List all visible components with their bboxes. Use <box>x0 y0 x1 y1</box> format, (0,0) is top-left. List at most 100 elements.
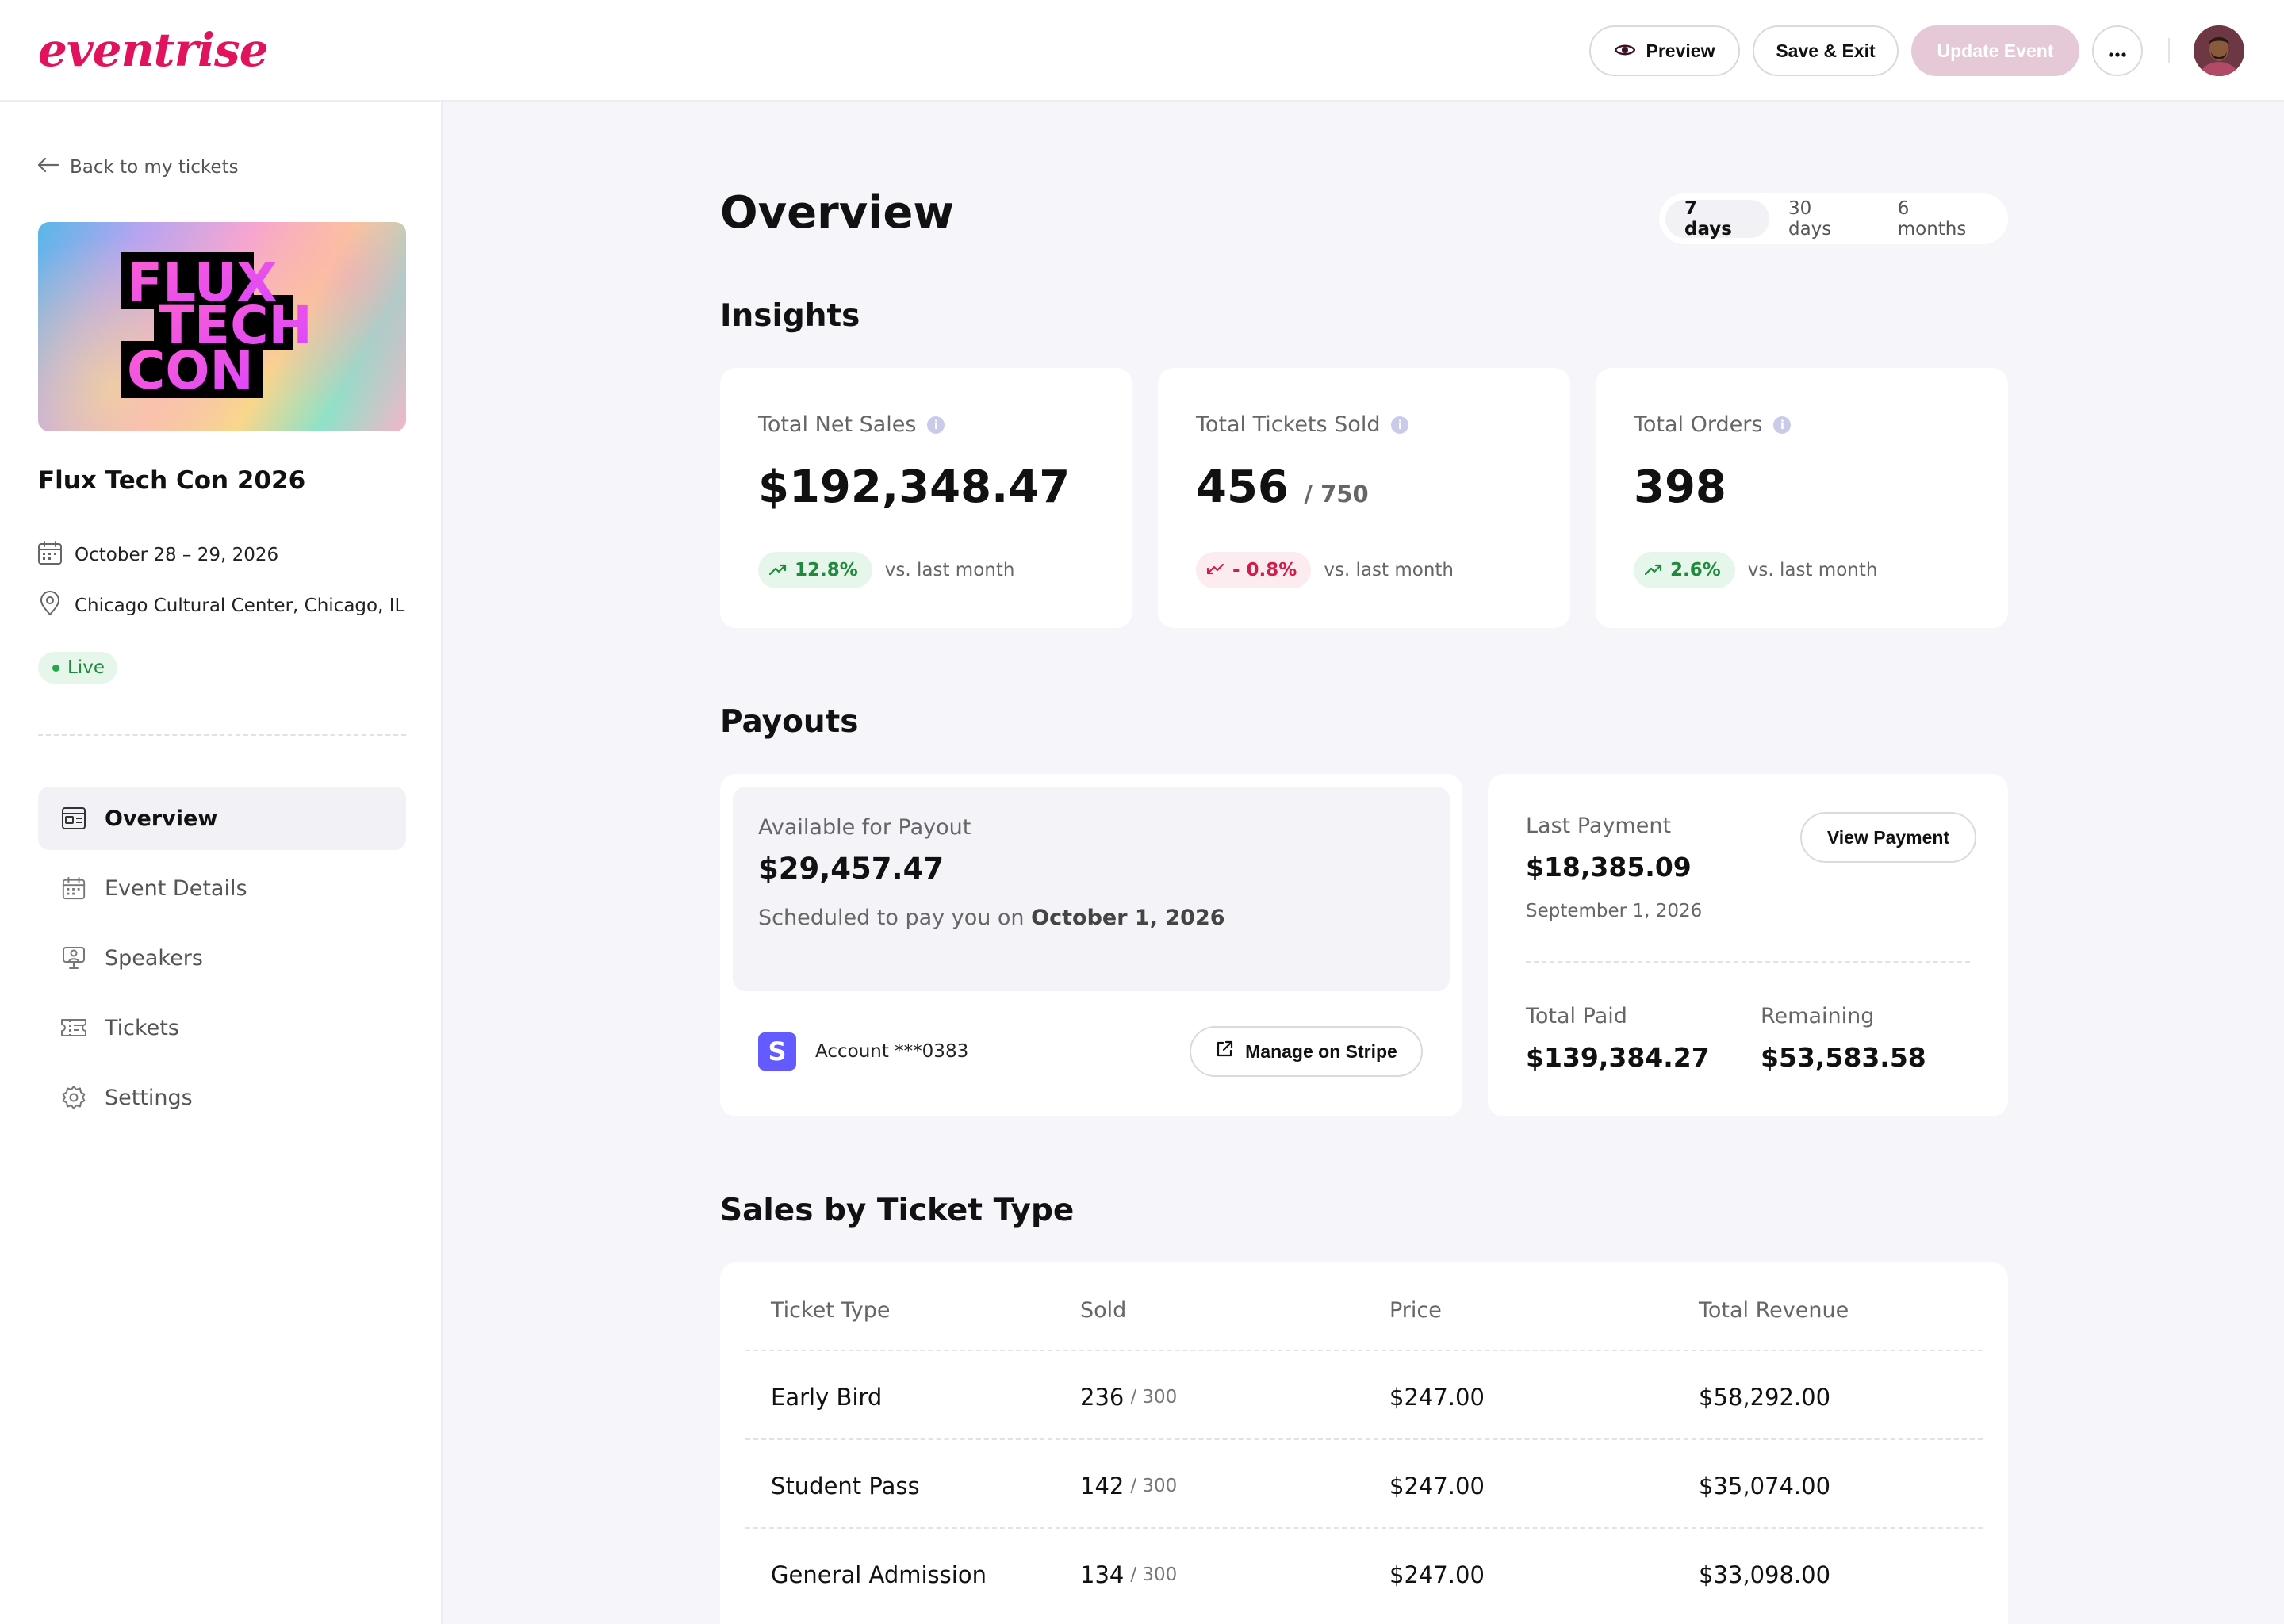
range-tab-30-days[interactable]: 30 days <box>1788 198 1832 239</box>
kpi-value-row: 456 / 750 <box>1196 462 1369 513</box>
kpi-label-row: Total Tickets Sold i <box>1196 412 1409 437</box>
event-title: Flux Tech Con 2026 <box>38 466 306 495</box>
cell-revenue: $58,292.00 <box>1699 1384 1831 1411</box>
stripe-account: Account ***0383 <box>815 1041 969 1062</box>
sold-count: 134 <box>1080 1561 1125 1588</box>
row-divider <box>745 1350 1983 1351</box>
payout-summary-card: Last Payment $18,385.09 September 1, 202… <box>1488 774 2008 1116</box>
eye-icon <box>1614 40 1635 62</box>
back-to-tickets-link[interactable]: Back to my tickets <box>36 157 239 178</box>
overview-icon <box>60 805 87 832</box>
trend-badge: 12.8% <box>758 552 872 588</box>
external-link-icon <box>1215 1040 1234 1063</box>
cell-ticket-type: Early Bird <box>771 1384 883 1411</box>
table-row[interactable]: General Admission 134/ 300 $247.00 $33,0… <box>745 1530 1983 1619</box>
trend-value: 2.6% <box>1670 560 1721 580</box>
live-dot-icon <box>52 664 59 672</box>
kpi-label-row: Total Orders i <box>1634 412 1792 437</box>
save-exit-button[interactable]: Save & Exit <box>1753 25 1899 76</box>
date-range-tabs: 7 days 30 days 6 months <box>1659 193 2008 244</box>
info-icon[interactable]: i <box>927 416 945 434</box>
cell-price: $247.00 <box>1389 1473 1485 1500</box>
arrow-left-icon <box>36 157 59 178</box>
column-header-ticket-type[interactable]: Ticket Type <box>771 1297 891 1323</box>
cover-line-2: TECH <box>159 295 312 356</box>
nav-item-overview[interactable]: Overview <box>38 787 406 850</box>
cover-line-1: FLUX <box>127 252 277 313</box>
speaker-icon <box>60 944 87 971</box>
info-icon[interactable]: i <box>1773 416 1792 434</box>
kpi-value: 456 <box>1196 462 1289 513</box>
column-header-price[interactable]: Price <box>1389 1297 1442 1323</box>
location-pin-icon <box>36 590 63 622</box>
cell-ticket-type: General Admission <box>771 1561 987 1588</box>
view-payment-button[interactable]: View Payment <box>1800 812 1976 863</box>
trend-badge: 2.6% <box>1634 552 1735 588</box>
user-avatar[interactable] <box>2194 25 2244 76</box>
sales-title: Sales by Ticket Type <box>720 1193 1075 1228</box>
payouts-title: Payouts <box>720 704 859 740</box>
event-date: October 28 – 29, 2026 <box>75 545 279 565</box>
cell-sold: 236/ 300 <box>1080 1353 1177 1442</box>
last-payment-amount: $18,385.09 <box>1526 852 1692 883</box>
kpi-capacity: / 750 <box>1304 481 1369 508</box>
preview-label: Preview <box>1646 40 1715 61</box>
nav-item-settings[interactable]: Settings <box>38 1066 406 1129</box>
preview-button[interactable]: Preview <box>1589 25 1740 76</box>
scheduled-date: October 1, 2026 <box>1031 906 1225 930</box>
kpi-value: 398 <box>1634 462 1726 513</box>
trend-badge: - 0.8% <box>1196 552 1312 588</box>
ellipsis-icon <box>2109 40 2126 62</box>
trend-note: vs. last month <box>1324 560 1454 580</box>
calendar-icon <box>60 875 87 902</box>
nav-item-event-details[interactable]: Event Details <box>38 856 406 920</box>
nav-label-event-details: Event Details <box>105 875 247 901</box>
payout-available-card: Available for Payout $29,457.47 Schedule… <box>720 774 1462 1116</box>
last-payment-date: September 1, 2026 <box>1526 901 1703 921</box>
more-options-button[interactable] <box>2092 25 2143 76</box>
cell-sold: 142/ 300 <box>1080 1442 1177 1530</box>
nav-label-settings: Settings <box>105 1085 193 1110</box>
nav-label-speakers: Speakers <box>105 945 203 971</box>
available-label: Available for Payout <box>758 815 971 840</box>
back-link-label: Back to my tickets <box>70 157 239 178</box>
total-paid-label: Total Paid <box>1526 1004 1627 1028</box>
range-tab-6-months[interactable]: 6 months <box>1897 198 1967 239</box>
scheduled-note: Scheduled to pay you on October 1, 2026 <box>758 906 1225 930</box>
trend-value: - 0.8% <box>1232 560 1297 580</box>
last-payment-label: Last Payment <box>1526 814 1672 838</box>
cell-price: $247.00 <box>1389 1561 1485 1588</box>
kpi-label-row: Total Net Sales i <box>758 412 945 437</box>
event-location: Chicago Cultural Center, Chicago, IL <box>75 596 405 616</box>
calendar-icon <box>36 539 63 571</box>
cell-ticket-type: Student Pass <box>771 1473 920 1500</box>
total-paid-amount: $139,384.27 <box>1526 1042 1710 1073</box>
top-bar: eventrise Preview Save & Exit Update Eve… <box>0 0 2284 102</box>
manage-on-stripe-button[interactable]: Manage on Stripe <box>1190 1026 1423 1077</box>
sold-capacity: / 300 <box>1130 1565 1178 1585</box>
update-event-button[interactable]: Update Event <box>1911 25 2079 76</box>
nav-item-speakers[interactable]: Speakers <box>38 926 406 990</box>
available-payout-panel: Available for Payout $29,457.47 Schedule… <box>733 787 1450 991</box>
column-header-sold[interactable]: Sold <box>1080 1297 1127 1323</box>
column-header-revenue[interactable]: Total Revenue <box>1699 1297 1849 1323</box>
info-icon[interactable]: i <box>1391 416 1409 434</box>
kpi-card-net-sales: Total Net Sales i $192,348.47 12.8% vs. … <box>720 368 1132 628</box>
cover-line-3: CON <box>127 340 254 401</box>
scheduled-prefix: Scheduled to pay you on <box>758 906 1025 930</box>
table-header-row: Ticket Type Sold Price Total Revenue <box>745 1262 1983 1351</box>
table-row[interactable]: Early Bird 236/ 300 $247.00 $58,292.00 <box>745 1353 1983 1442</box>
sales-table: Ticket Type Sold Price Total Revenue Ear… <box>720 1262 2008 1624</box>
cell-price: $247.00 <box>1389 1384 1485 1411</box>
eventrise-logo[interactable]: eventrise <box>38 23 269 77</box>
event-cover-image: FLUX TECH CON <box>38 222 406 431</box>
nav-label-tickets: Tickets <box>105 1015 179 1040</box>
flux-tech-con-wordmark: FLUX TECH CON <box>121 252 312 401</box>
range-tab-7-days[interactable]: 7 days <box>1665 198 1769 239</box>
row-divider <box>745 1438 1983 1440</box>
nav-item-tickets[interactable]: Tickets <box>38 996 406 1059</box>
table-row[interactable]: Student Pass 142/ 300 $247.00 $35,074.00 <box>745 1442 1983 1530</box>
kpi-label: Total Orders <box>1634 412 1763 437</box>
trend-up-icon <box>768 560 787 580</box>
trend-value: 12.8% <box>795 560 858 580</box>
